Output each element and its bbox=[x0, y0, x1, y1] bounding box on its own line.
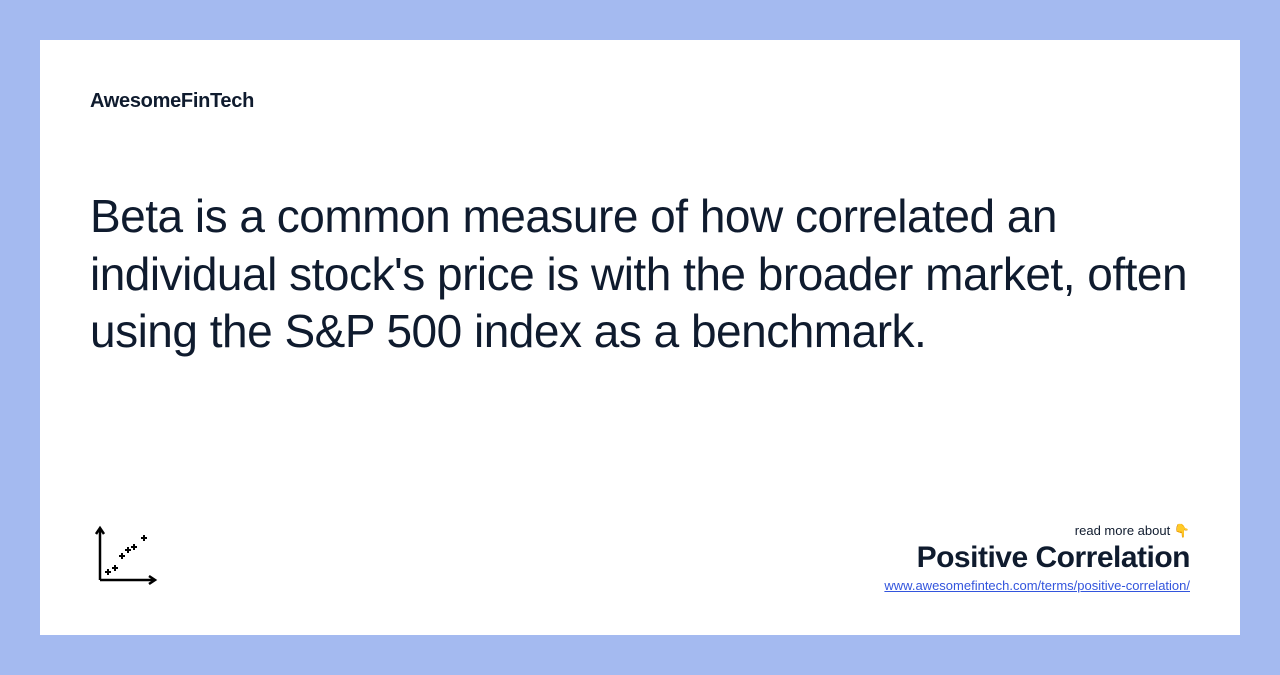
definition-text: Beta is a common measure of how correlat… bbox=[90, 188, 1190, 361]
footer-info: read more about 👇 Positive Correlation w… bbox=[884, 523, 1190, 595]
read-more-label: read more about 👇 bbox=[884, 523, 1190, 539]
term-url-link[interactable]: www.awesomefintech.com/terms/positive-co… bbox=[884, 578, 1190, 593]
content-card: AwesomeFinTech Beta is a common measure … bbox=[40, 40, 1240, 635]
brand-logo: AwesomeFinTech bbox=[90, 90, 1190, 113]
scatter-plot-icon bbox=[90, 520, 165, 595]
term-title: Positive Correlation bbox=[884, 541, 1190, 575]
card-footer: read more about 👇 Positive Correlation w… bbox=[90, 520, 1190, 595]
